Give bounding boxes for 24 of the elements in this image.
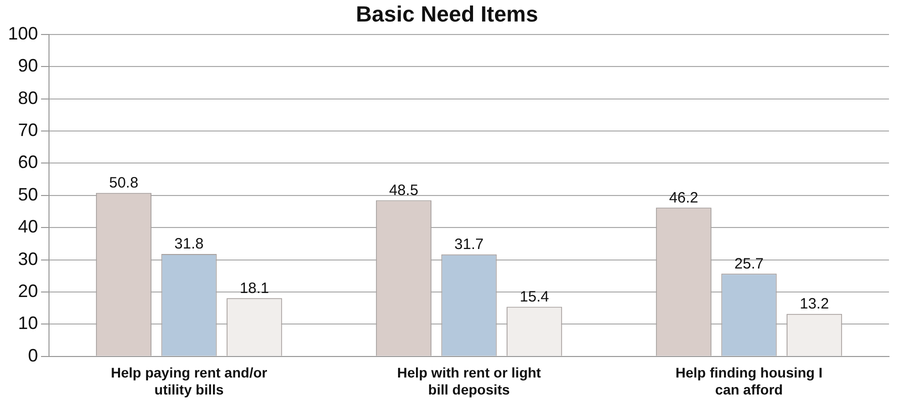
chart-title: Basic Need Items: [356, 1, 538, 26]
y-tick-label: 10: [18, 313, 38, 334]
y-tick-label: 50: [18, 184, 38, 204]
data-label: 31.7: [454, 236, 484, 253]
y-tick-label: 80: [18, 88, 38, 108]
y-tick-label: 60: [18, 152, 38, 172]
y-tick-label: 30: [18, 248, 38, 269]
data-label: 31.8: [174, 236, 204, 253]
x-tick-label: Help finding housing I can afford: [676, 364, 822, 398]
data-label: 25.7: [734, 255, 764, 272]
y-tick-label: 70: [18, 120, 38, 140]
data-label: 18.1: [240, 280, 269, 297]
data-label: 15.4: [520, 288, 549, 306]
y-tick-label: 20: [18, 280, 38, 301]
y-tick-label: 0: [28, 345, 38, 366]
x-tick-label: Help with rent or light bill deposits: [397, 364, 542, 398]
data-label: 50.8: [109, 174, 138, 192]
x-tick-label: Help paying rent and/or utility bills: [110, 364, 268, 398]
y-tick-label: 40: [18, 216, 38, 237]
data-label: 48.5: [389, 182, 418, 199]
data-label: 46.2: [669, 189, 698, 206]
y-tick-label: 90: [18, 56, 38, 76]
y-tick-label: 100: [8, 23, 38, 44]
data-label: 13.2: [800, 296, 829, 313]
